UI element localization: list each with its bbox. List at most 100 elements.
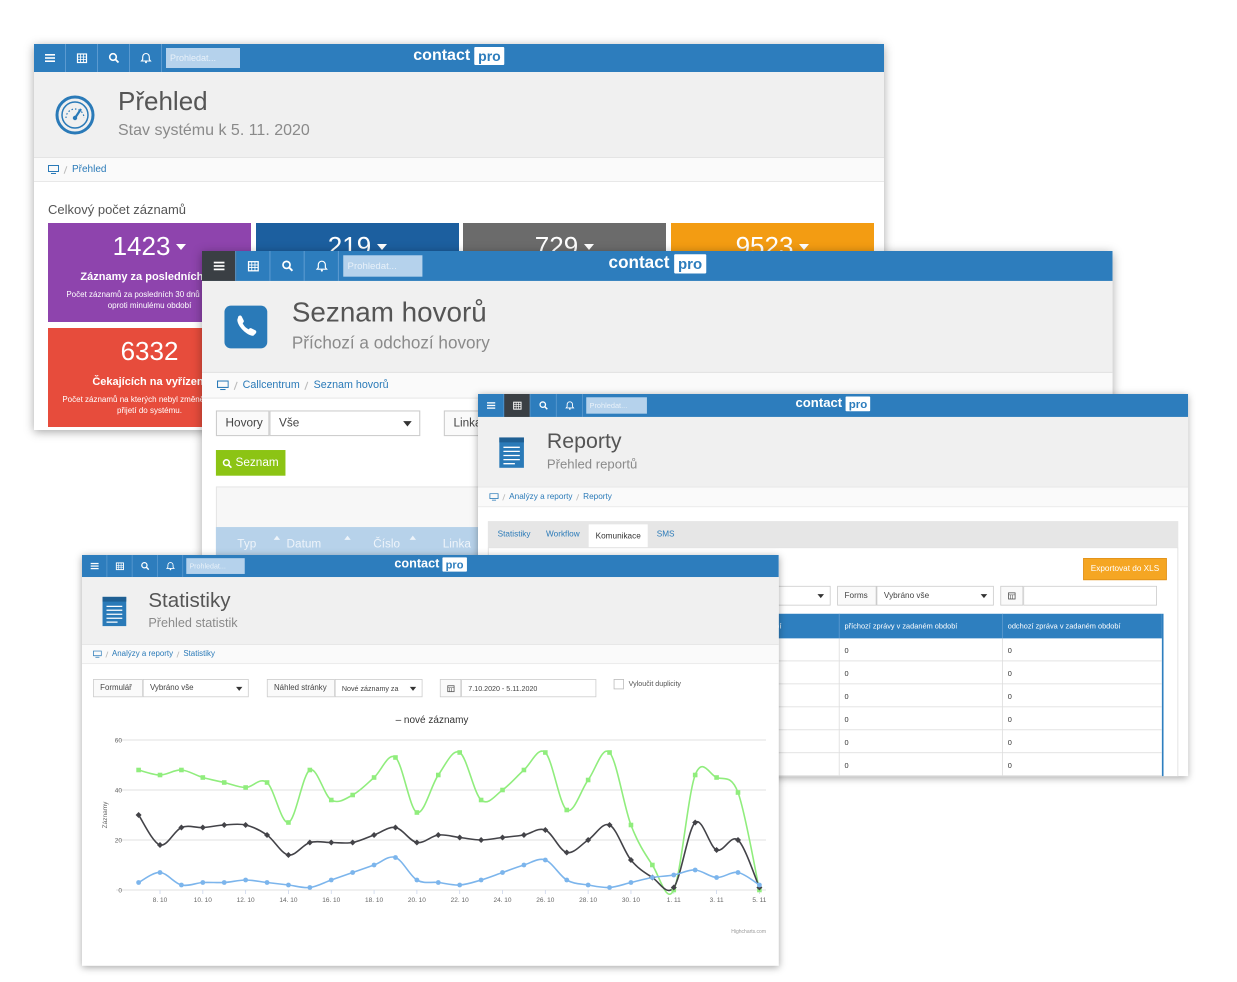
nav-button[interactable]	[236, 251, 271, 281]
breadcrumb-separator	[105, 651, 109, 658]
point	[286, 882, 291, 888]
point	[607, 750, 612, 755]
nav-button[interactable]	[34, 44, 66, 72]
point	[627, 857, 634, 863]
x-tick-label: 12. 10	[237, 897, 255, 904]
nav-button[interactable]	[66, 44, 98, 72]
nav-button[interactable]	[133, 555, 158, 578]
page-header: Reporty Přehled reportů	[478, 416, 1188, 488]
point	[306, 839, 313, 846]
breadcrumb-link[interactable]: Seznam hovorů	[313, 379, 389, 392]
point	[243, 877, 249, 883]
forms-label: Forms	[837, 585, 877, 606]
breadcrumb-link[interactable]: Statistiky	[183, 649, 215, 659]
checkbox[interactable]	[613, 679, 624, 690]
tab[interactable]: Workflow	[546, 529, 580, 539]
tile-description: Počet záznamů na kterých nebyl změněn st…	[62, 395, 237, 415]
table-cell: 0	[1001, 753, 1162, 776]
date-input[interactable]: 7.10.2020 - 5.11.2020	[461, 679, 597, 698]
date-input[interactable]	[1023, 585, 1157, 606]
search-icon	[140, 562, 149, 571]
chart-credits: Highcharts.com	[731, 929, 766, 935]
nav-button[interactable]	[158, 555, 184, 578]
page-subtitle: Příchozí a odchozí hovory	[291, 334, 490, 353]
tab[interactable]: Komunikace	[588, 524, 648, 548]
forms-select[interactable]: Vybráno vše	[876, 585, 994, 606]
breadcrumb-link[interactable]: Analýzy a reporty	[112, 649, 174, 659]
table-cell: 0	[838, 707, 1002, 731]
x-tick-label: 28. 10	[579, 897, 597, 904]
search-input[interactable]: Prohledat...	[186, 558, 245, 574]
breadcrumb-link[interactable]: Analýzy a reporty	[509, 492, 573, 502]
nav-button[interactable]	[107, 555, 133, 578]
filter-select-text: Vše	[279, 416, 300, 430]
point	[414, 810, 420, 815]
column-header: odchozí zpráva v zadaném období	[1001, 613, 1162, 639]
filter-select[interactable]: Vše	[269, 410, 421, 437]
view-label: Náhled stránky	[266, 679, 335, 698]
point	[542, 857, 548, 863]
form-select[interactable]: Vybráno vše	[142, 679, 249, 698]
point	[649, 875, 655, 880]
nav-button[interactable]	[98, 44, 130, 72]
breadcrumb-link[interactable]: Callcentrum	[242, 379, 300, 392]
column-header[interactable]: Datum	[286, 537, 322, 551]
button-text: Seznam	[235, 456, 279, 470]
table-cell: 0	[838, 684, 1002, 708]
search-input[interactable]: Prohledat...	[586, 397, 647, 414]
breadcrumb-separator	[576, 493, 580, 501]
nav-button[interactable]	[504, 394, 531, 417]
tile-number: 1423	[112, 231, 171, 261]
nav-button[interactable]	[305, 251, 339, 281]
calendar-icon	[76, 53, 87, 64]
x-tick-label: 22. 10	[451, 897, 469, 904]
point	[242, 822, 249, 828]
y-tick-label: 20	[115, 838, 123, 845]
series-line	[137, 814, 761, 892]
point	[520, 832, 527, 838]
point	[714, 875, 719, 880]
nav-button[interactable]	[130, 44, 162, 72]
point	[713, 847, 720, 853]
x-tick-label: 3. 11	[710, 897, 724, 904]
point	[350, 792, 355, 798]
column-header[interactable]: Číslo	[373, 537, 401, 551]
search-input[interactable]: Prohledat...	[166, 48, 240, 68]
tab[interactable]: SMS	[656, 529, 675, 539]
nav-button[interactable]	[202, 251, 237, 281]
nav-button[interactable]	[82, 555, 108, 578]
page-subtitle: Přehled statistik	[148, 616, 238, 631]
bell-icon	[139, 52, 152, 64]
nav-button[interactable]	[478, 394, 505, 417]
table-cell: 0	[838, 730, 1002, 754]
breadcrumb-link[interactable]: Přehled	[72, 164, 107, 175]
point	[606, 822, 613, 828]
export-button[interactable]: Exportovat do XLS	[1083, 558, 1167, 581]
filter-label: Hovory	[215, 410, 270, 437]
column-header[interactable]: Typ	[237, 537, 257, 551]
point	[671, 872, 677, 878]
brand-logo: contact pro	[609, 254, 707, 274]
navbar: Prohledat... contact pro	[202, 251, 1113, 281]
breadcrumb-link[interactable]: Reporty	[583, 492, 612, 502]
point	[264, 780, 270, 785]
point	[328, 797, 334, 803]
point	[542, 827, 549, 833]
list-button[interactable]: Seznam	[215, 450, 286, 476]
nav-button[interactable]	[270, 251, 305, 281]
point	[349, 839, 356, 846]
breadcrumb-separator	[304, 381, 309, 390]
point	[328, 877, 334, 883]
nav-button[interactable]	[557, 394, 583, 417]
table-cell: 0	[1001, 707, 1162, 731]
series-line	[138, 856, 760, 889]
nav-button[interactable]	[530, 394, 557, 417]
view-select[interactable]: Nové záznamy za	[334, 679, 423, 698]
point	[500, 870, 505, 875]
tab[interactable]: Statistiky	[497, 529, 531, 539]
breadcrumb: Přehled	[34, 158, 884, 182]
search-input[interactable]: Prohledat...	[343, 255, 423, 277]
x-tick-label: 30. 10	[622, 897, 640, 904]
filter-label-text: Hovory	[225, 416, 263, 430]
column-header[interactable]: Linka	[442, 537, 471, 551]
